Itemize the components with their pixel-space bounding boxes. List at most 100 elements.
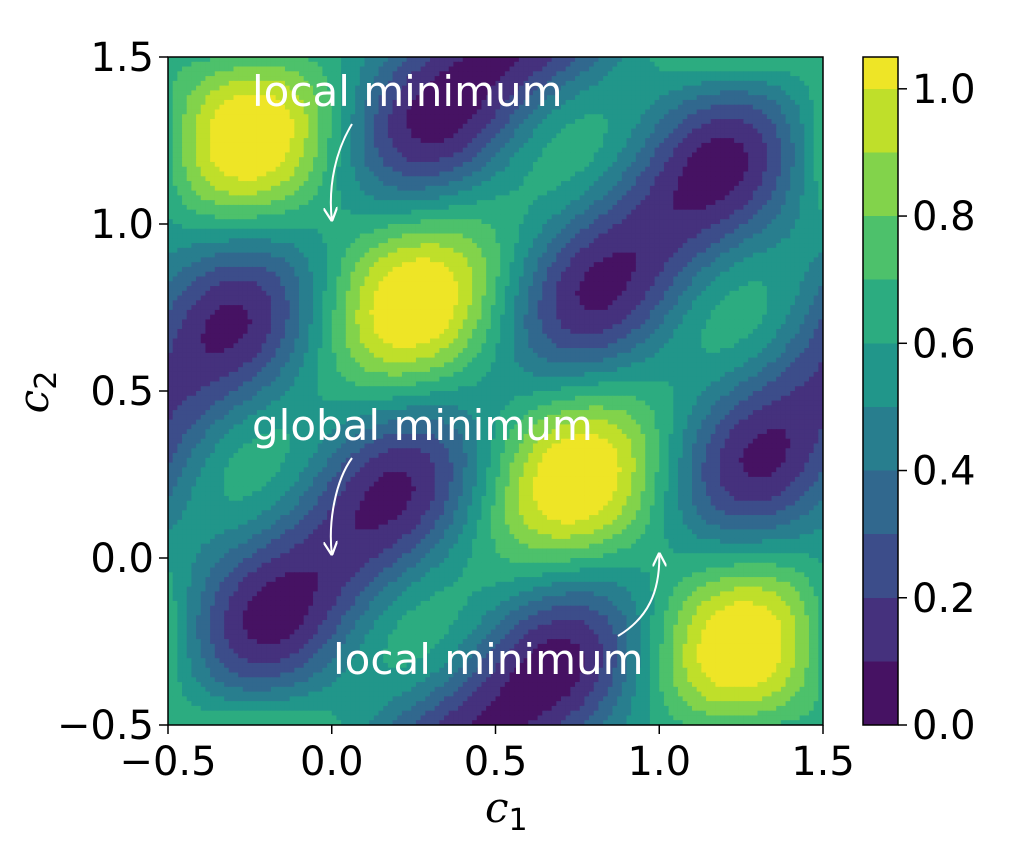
contour-cell: [715, 123, 721, 130]
contour-cell: [720, 61, 726, 68]
contour-cell: [359, 57, 366, 63]
contour-cell: [490, 224, 497, 230]
contour-cell: [757, 200, 763, 206]
contour-cell: [411, 57, 417, 63]
contour-cell: [804, 142, 810, 149]
contour-cell: [210, 152, 216, 158]
contour-cell: [598, 171, 604, 177]
contour-cell: [444, 204, 450, 211]
contour-cell: [724, 138, 731, 144]
contour-cell: [252, 219, 258, 225]
contour-cell: [528, 66, 534, 72]
contour-cell: [607, 95, 614, 101]
contour-cell: [575, 142, 581, 149]
contour-cell: [266, 209, 272, 216]
contour-cell: [715, 90, 721, 96]
contour-cell: [654, 66, 660, 72]
contour-cell: [752, 214, 759, 220]
contour-cell: [504, 119, 511, 125]
contour-cell: [776, 123, 782, 130]
contour-cell: [584, 66, 590, 72]
contour-cell: [598, 90, 604, 96]
contour-cell: [579, 76, 585, 82]
contour-cell: [200, 219, 207, 225]
contour-cell: [467, 152, 473, 158]
contour-cell: [640, 142, 646, 149]
contour-cell: [682, 200, 688, 206]
contour-cell: [687, 181, 693, 187]
contour-cell: [327, 61, 333, 68]
contour-cell: [476, 152, 483, 158]
contour-cell: [654, 76, 660, 82]
contour-cell: [299, 61, 305, 68]
contour-cell: [397, 128, 403, 134]
contour-cell: [364, 109, 370, 115]
contour-cell: [673, 181, 679, 187]
contour-cell: [397, 71, 403, 77]
contour-cell: [706, 114, 712, 120]
contour-cell: [397, 147, 403, 154]
contour-cell: [392, 138, 398, 144]
contour-cell: [345, 204, 352, 211]
contour-cell: [425, 185, 431, 192]
contour-cell: [584, 214, 590, 220]
contour-cell: [612, 224, 618, 230]
contour-cell: [794, 57, 801, 63]
contour-cell: [411, 71, 417, 77]
contour-cell: [673, 99, 679, 106]
contour-cell: [766, 214, 773, 220]
contour-cell: [532, 181, 539, 187]
contour-cell: [785, 123, 791, 130]
contour-cell: [804, 61, 810, 68]
contour-cell: [813, 147, 819, 154]
contour-cell: [327, 219, 333, 225]
contour-cell: [799, 71, 805, 77]
contour-cell: [584, 114, 590, 120]
contour-cell: [612, 61, 618, 68]
contour-cell: [444, 224, 450, 230]
contour-cell: [785, 190, 791, 196]
contour-cell: [813, 109, 819, 115]
contour-cell: [570, 123, 576, 130]
contour-cell: [514, 190, 520, 196]
contour-cell: [696, 80, 702, 87]
contour-cell: [341, 71, 347, 77]
contour-cell: [738, 133, 745, 139]
contour-cell: [640, 195, 646, 201]
contour-cell: [645, 57, 651, 63]
contour-cell: [729, 190, 735, 196]
contour-cell: [743, 80, 749, 87]
contour-cell: [294, 214, 300, 220]
contour-cell: [635, 99, 642, 106]
contour-cell: [486, 109, 492, 115]
contour-cell: [191, 85, 197, 91]
contour-cell: [649, 142, 656, 149]
contour-cell: [299, 80, 305, 87]
contour-cell: [799, 104, 805, 111]
contour-cell: [537, 95, 543, 101]
contour-cell: [327, 104, 333, 111]
contour-cell: [224, 147, 230, 154]
contour-cell: [448, 185, 454, 192]
contour-cell: [593, 90, 600, 96]
contour-cell: [528, 90, 534, 96]
contour-cell: [546, 71, 553, 77]
contour-cell: [317, 195, 323, 201]
contour-cell: [486, 190, 492, 196]
contour-cell: [687, 80, 693, 87]
contour-cell: [752, 80, 759, 87]
contour-cell: [317, 57, 323, 63]
contour-cell: [387, 109, 394, 115]
contour-cell: [612, 219, 618, 225]
contour-cell: [546, 152, 553, 158]
contour-cell: [715, 185, 721, 192]
contour-cell: [734, 171, 740, 177]
contour-cell: [238, 176, 244, 182]
contour-cell: [640, 99, 646, 106]
contour-cell: [444, 147, 450, 154]
contour-cell: [556, 138, 562, 144]
contour-cell: [808, 171, 815, 177]
contour-cell: [172, 142, 178, 149]
contour-cell: [561, 109, 567, 115]
